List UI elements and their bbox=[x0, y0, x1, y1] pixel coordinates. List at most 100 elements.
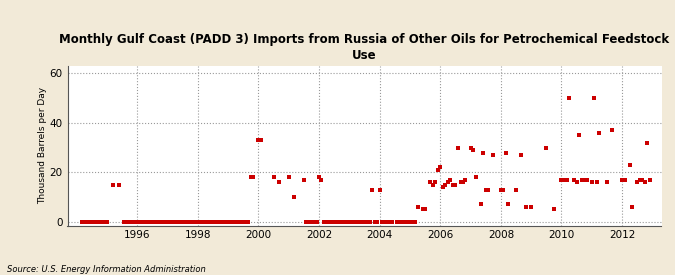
Point bbox=[84, 220, 95, 224]
Point bbox=[192, 220, 203, 224]
Point bbox=[172, 220, 183, 224]
Point bbox=[298, 178, 309, 182]
Point bbox=[435, 165, 446, 170]
Point bbox=[238, 220, 248, 224]
Point bbox=[581, 178, 592, 182]
Point bbox=[273, 180, 284, 185]
Point bbox=[149, 220, 160, 224]
Point bbox=[152, 220, 163, 224]
Point bbox=[336, 220, 347, 224]
Point bbox=[520, 205, 531, 209]
Point bbox=[321, 220, 332, 224]
Point bbox=[626, 205, 637, 209]
Point bbox=[339, 220, 350, 224]
Point bbox=[97, 220, 107, 224]
Point bbox=[455, 180, 466, 185]
Point bbox=[124, 220, 135, 224]
Point bbox=[155, 220, 165, 224]
Point bbox=[576, 178, 587, 182]
Point bbox=[427, 183, 438, 187]
Point bbox=[246, 175, 256, 180]
Point bbox=[379, 220, 390, 224]
Point bbox=[139, 220, 150, 224]
Point bbox=[308, 220, 319, 224]
Point bbox=[574, 133, 585, 138]
Point bbox=[354, 220, 364, 224]
Point bbox=[288, 195, 299, 199]
Point bbox=[556, 178, 567, 182]
Point bbox=[243, 220, 254, 224]
Point bbox=[392, 220, 402, 224]
Point bbox=[92, 220, 103, 224]
Point bbox=[632, 180, 643, 185]
Point bbox=[407, 220, 418, 224]
Point bbox=[468, 148, 479, 152]
Point bbox=[208, 220, 219, 224]
Point bbox=[430, 180, 441, 185]
Point bbox=[367, 188, 377, 192]
Point bbox=[144, 220, 155, 224]
Point bbox=[465, 145, 476, 150]
Point bbox=[169, 220, 180, 224]
Point bbox=[331, 220, 342, 224]
Point bbox=[561, 178, 572, 182]
Point bbox=[475, 202, 486, 207]
Point bbox=[410, 220, 421, 224]
Point bbox=[233, 220, 244, 224]
Point bbox=[89, 220, 100, 224]
Point bbox=[645, 178, 655, 182]
Point bbox=[549, 207, 560, 212]
Point bbox=[225, 220, 236, 224]
Point bbox=[362, 220, 373, 224]
Point bbox=[119, 220, 130, 224]
Point bbox=[79, 220, 90, 224]
Point bbox=[417, 207, 428, 212]
Point bbox=[268, 175, 279, 180]
Point bbox=[86, 220, 97, 224]
Point bbox=[400, 220, 410, 224]
Point bbox=[501, 150, 512, 155]
Point bbox=[397, 220, 408, 224]
Point bbox=[637, 178, 648, 182]
Point bbox=[187, 220, 198, 224]
Point bbox=[127, 220, 138, 224]
Point bbox=[99, 220, 110, 224]
Point bbox=[301, 220, 312, 224]
Point bbox=[478, 150, 489, 155]
Point bbox=[334, 220, 345, 224]
Point bbox=[639, 180, 650, 185]
Point bbox=[558, 178, 569, 182]
Point bbox=[440, 183, 451, 187]
Point bbox=[377, 220, 387, 224]
Point bbox=[253, 138, 264, 142]
Point bbox=[404, 220, 415, 224]
Point bbox=[460, 178, 471, 182]
Point bbox=[94, 220, 105, 224]
Point bbox=[167, 220, 178, 224]
Point bbox=[316, 178, 327, 182]
Point bbox=[526, 205, 537, 209]
Point bbox=[198, 220, 209, 224]
Point bbox=[617, 178, 628, 182]
Point bbox=[364, 220, 375, 224]
Point bbox=[356, 220, 367, 224]
Point bbox=[412, 205, 423, 209]
Point bbox=[470, 175, 481, 180]
Point bbox=[571, 180, 582, 185]
Point bbox=[384, 220, 395, 224]
Point bbox=[142, 220, 153, 224]
Point bbox=[450, 183, 461, 187]
Point bbox=[220, 220, 231, 224]
Point bbox=[607, 128, 618, 133]
Point bbox=[437, 185, 448, 189]
Point bbox=[132, 220, 142, 224]
Point bbox=[642, 141, 653, 145]
Point bbox=[420, 207, 431, 212]
Point bbox=[122, 220, 132, 224]
Point bbox=[213, 220, 223, 224]
Point bbox=[372, 220, 383, 224]
Point bbox=[594, 131, 605, 135]
Point bbox=[327, 220, 338, 224]
Point bbox=[587, 180, 597, 185]
Point bbox=[101, 220, 112, 224]
